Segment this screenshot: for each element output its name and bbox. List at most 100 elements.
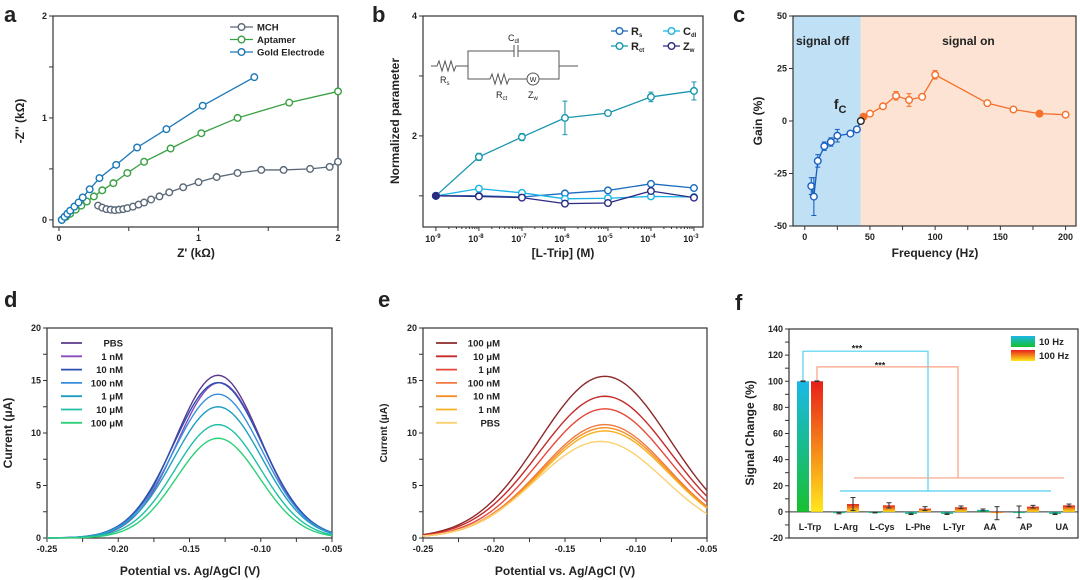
e-legend-label: 100 nM <box>468 378 500 389</box>
e-series-line-6 <box>422 440 708 537</box>
d-legend-label: 10 nM <box>96 365 123 376</box>
a-data-point <box>89 192 98 201</box>
a-data-point <box>165 188 174 197</box>
c-x-tick-label: 200 <box>1058 232 1073 242</box>
b-data-point <box>517 193 526 202</box>
e-x-tick-label: -0.10 <box>626 544 647 554</box>
a-data-point <box>179 183 188 192</box>
c-data-point <box>833 131 842 140</box>
b-legend-label: Cdl <box>683 26 697 39</box>
d-x-axis-label: Potential vs. Ag/AgCl (V) <box>120 564 260 578</box>
c-data-point <box>1035 109 1044 118</box>
c-y-tick-label: 25 <box>777 64 787 74</box>
c-y-tick-label: 50 <box>777 11 787 21</box>
e-y-tick-label: 15 <box>407 376 417 386</box>
d-legend-label: PBS <box>103 339 123 350</box>
warburg-symbol: W <box>530 77 537 84</box>
f-significance-label: *** <box>875 360 886 370</box>
f-legend-label: 100 Hz <box>1039 351 1069 362</box>
a-data-point <box>285 98 294 107</box>
e-x-tick-label: -0.15 <box>555 544 576 554</box>
e-legend-label: 1 μM <box>478 365 500 376</box>
c-data-point <box>878 102 887 111</box>
d-legend-label: 1 nM <box>101 352 123 363</box>
c-data-point <box>809 192 818 201</box>
c-x-tick-label: 150 <box>993 232 1008 242</box>
f-category-label: L-Arg <box>834 522 858 532</box>
a-data-point <box>112 160 121 169</box>
d-series-line-6 <box>46 437 333 539</box>
d-y-tick-label: 0 <box>36 533 41 543</box>
c-data-point <box>820 142 829 151</box>
c-data-point <box>826 137 835 146</box>
a-legend-label: MCH <box>257 23 279 34</box>
d-y-tick-label: 15 <box>31 376 41 386</box>
a-x-tick-label: 0 <box>56 233 61 243</box>
c-data-point <box>983 99 992 108</box>
f-y-tick-label: 100 <box>768 376 783 386</box>
c-x-tick-label: 0 <box>802 232 807 242</box>
c-data-point <box>852 125 861 134</box>
b-y-tick-label: 4 <box>412 11 417 21</box>
d-series-line-0 <box>46 374 333 539</box>
e-legend-label: 10 nM <box>473 392 500 403</box>
a-data-point <box>85 185 94 194</box>
b-x-tick-label: 10-3 <box>683 234 699 244</box>
b-x-tick-label: 10-7 <box>511 234 527 244</box>
a-data-point <box>166 144 175 153</box>
b-data-point <box>689 184 698 193</box>
e-series-line-2 <box>422 408 708 537</box>
f-bar-100hz <box>811 381 823 512</box>
panel-label-b: b <box>372 2 385 27</box>
e-y-tick-label: 10 <box>407 428 417 438</box>
a-data-point <box>306 164 315 173</box>
a-data-point <box>279 165 288 174</box>
f-y-tick-label: -20 <box>770 533 783 543</box>
panel-label-f: f <box>735 290 743 315</box>
b-y-axis-label: Normalized parameter <box>388 58 402 184</box>
e-y-tick-label: 5 <box>412 481 417 491</box>
d-y-tick-label: 20 <box>31 323 41 333</box>
equivalent-circuit-inset <box>431 45 578 86</box>
b-x-tick-label: 10-8 <box>468 234 484 244</box>
a-data-point <box>197 129 206 138</box>
b-legend-label: Rct <box>631 41 644 54</box>
a-data-point <box>257 165 266 174</box>
d-y-tick-label: 10 <box>31 428 41 438</box>
f-significance-bracket <box>816 366 959 478</box>
a-x-tick-label: 2 <box>335 233 340 243</box>
f-category-label: AP <box>1020 522 1033 532</box>
cdl-label: Cdl <box>508 33 519 45</box>
f-bar-100hz <box>955 507 967 512</box>
b-legend-marker <box>615 27 624 36</box>
b-data-point <box>689 193 698 202</box>
c-region-label-signal-off: signal off <box>796 34 850 48</box>
c-data-point <box>918 92 927 101</box>
a-data-point <box>325 162 334 171</box>
e-series-line-0 <box>422 375 708 536</box>
f-category-label: UA <box>1056 522 1069 532</box>
e-x-tick-label: -0.25 <box>413 544 434 554</box>
b-data-point <box>646 179 655 188</box>
f-y-tick-label: 140 <box>768 324 783 334</box>
panel-label-c: c <box>733 2 745 27</box>
a-data-point <box>334 87 343 96</box>
f-y-tick-label: 40 <box>773 455 783 465</box>
c-x-tick-label: 100 <box>928 232 943 242</box>
circuit-wire <box>539 66 560 80</box>
rct-label: Rct <box>496 90 508 102</box>
f-legend-swatch <box>1011 350 1035 361</box>
rs-resistor <box>431 59 468 73</box>
d-legend-label: 1 μM <box>101 392 123 403</box>
b-legend-marker <box>615 42 624 51</box>
a-data-point <box>233 113 242 122</box>
d-legend-label: 10 μM <box>96 405 123 416</box>
c-data-point <box>807 182 816 191</box>
c-data-point <box>905 95 914 104</box>
zw-label: Zw <box>528 90 539 102</box>
d-legend-label: 100 nM <box>91 378 123 389</box>
f-category-label: L-Cys <box>869 522 894 532</box>
b-data-point <box>560 113 569 122</box>
b-x-tick-label: 10-5 <box>597 234 613 244</box>
